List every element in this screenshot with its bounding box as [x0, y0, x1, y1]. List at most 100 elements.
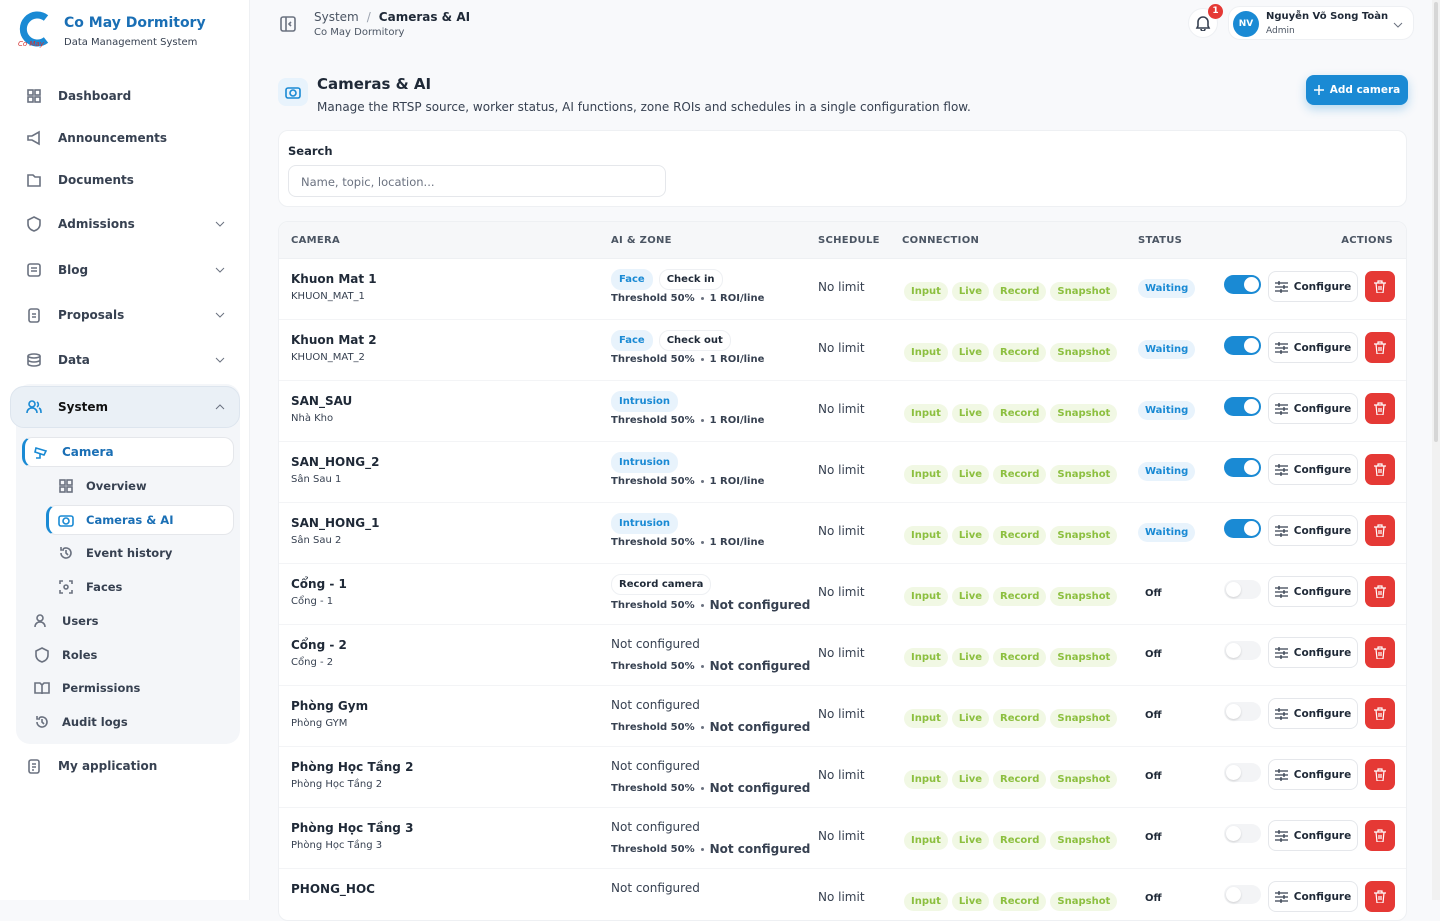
nav-item[interactable]: My application	[26, 756, 157, 776]
toggle[interactable]	[1224, 458, 1261, 477]
separator-dot	[700, 786, 704, 790]
nav-item[interactable]: System	[26, 397, 108, 417]
configure-button[interactable]: Configure	[1268, 454, 1358, 485]
configure-button[interactable]: Configure	[1268, 637, 1358, 668]
delete-button[interactable]	[1365, 576, 1395, 607]
configure-button[interactable]: Configure	[1268, 698, 1358, 729]
breadcrumb-item[interactable]: System	[314, 10, 359, 24]
connection-pill: Snapshot	[1050, 648, 1118, 667]
ai-details: Threshold 50% 1 ROI/line	[611, 415, 764, 426]
configure-button[interactable]: Configure	[1268, 332, 1358, 363]
trash-icon	[1374, 402, 1386, 415]
ai-details: Threshold 50% Not configured	[611, 659, 810, 673]
icon-path	[1374, 829, 1386, 842]
connection: Input Live Record Snapshot	[904, 584, 1121, 606]
nav-item[interactable]: Audit logs	[34, 712, 128, 732]
threshold: Threshold 50%	[611, 843, 695, 855]
toggle[interactable]	[1224, 275, 1261, 294]
configure-button[interactable]: Configure	[1268, 271, 1358, 302]
sidebar-toggle[interactable]	[280, 16, 296, 32]
delete-button[interactable]	[1365, 332, 1395, 363]
nav-item[interactable]: Data	[26, 350, 90, 370]
toggle[interactable]	[1224, 641, 1261, 660]
nav-item[interactable]: Faces	[58, 577, 122, 597]
delete-button[interactable]	[1365, 881, 1395, 912]
delete-button[interactable]	[1365, 820, 1395, 851]
add-camera-button[interactable]: Add camera	[1306, 75, 1408, 105]
toggle[interactable]	[1224, 763, 1261, 782]
toggle-knob	[1226, 704, 1241, 719]
delete-button[interactable]	[1365, 393, 1395, 424]
status: Waiting	[1138, 462, 1196, 481]
schedule: No limit	[818, 463, 865, 477]
system-header[interactable]	[10, 386, 240, 428]
delete-button[interactable]	[1365, 515, 1395, 546]
delete-button[interactable]	[1365, 271, 1395, 302]
camera-code: Phòng Học Tầng 3	[291, 840, 383, 851]
configure-button[interactable]: Configure	[1268, 881, 1358, 912]
camera-code: KHUON_MAT_2	[291, 352, 365, 363]
configure-button[interactable]: Configure	[1268, 759, 1358, 790]
schedule: No limit	[818, 402, 865, 416]
camera-active[interactable]	[22, 437, 234, 467]
configure-button[interactable]: Configure	[1268, 820, 1358, 851]
button-label: Configure	[1293, 463, 1352, 476]
nav-item[interactable]: Cameras & AI	[58, 510, 173, 530]
toggle[interactable]	[1224, 702, 1261, 721]
toggle[interactable]	[1224, 336, 1261, 355]
cameras-active[interactable]	[46, 505, 234, 535]
connection-pill: Record	[993, 892, 1047, 911]
connection-pill: Live	[951, 526, 990, 545]
connection-pill: Snapshot	[1050, 282, 1118, 301]
nav-label: Faces	[86, 580, 123, 594]
connection: Input Live Record Snapshot	[904, 462, 1121, 484]
nav-item[interactable]: Event history	[58, 543, 172, 563]
status: Off	[1145, 649, 1162, 660]
delete-button[interactable]	[1365, 637, 1395, 668]
search-input[interactable]: Name, topic, location...	[288, 165, 666, 197]
nav-item[interactable]: Documents	[26, 170, 134, 190]
nav-item[interactable]: Announcements	[26, 128, 167, 148]
icon-path	[1374, 463, 1386, 476]
sliders-icon	[1274, 768, 1288, 781]
sliders-icon	[1274, 524, 1288, 537]
nav-item[interactable]: Roles	[34, 645, 97, 665]
camera-code: Phòng GYM	[291, 718, 348, 729]
nav-item[interactable]: Proposals	[26, 305, 124, 325]
ai-tag: Record camera	[611, 574, 712, 595]
notification-count: 1	[1208, 4, 1223, 19]
toggle[interactable]	[1224, 824, 1261, 843]
trash-icon	[1374, 341, 1386, 354]
nav-item[interactable]: Overview	[58, 476, 147, 496]
delete-button[interactable]	[1365, 759, 1395, 790]
toggle[interactable]	[1224, 885, 1261, 904]
nav-item[interactable]: Users	[34, 611, 99, 631]
ai-details: Threshold 50% 1 ROI/line	[611, 354, 764, 365]
chevron	[215, 357, 225, 363]
roi: 1 ROI/line	[709, 293, 765, 304]
separator-dot	[700, 419, 704, 422]
toggle[interactable]	[1224, 580, 1261, 599]
camera-name: Khuon Mat 1	[291, 272, 377, 286]
user-menu[interactable]: NV Nguyễn Võ Song Toàn Admin	[1228, 6, 1414, 40]
delete-button[interactable]	[1365, 698, 1395, 729]
nav-item[interactable]: Permissions	[34, 678, 140, 698]
configure-button[interactable]: Configure	[1268, 393, 1358, 424]
configure-button[interactable]: Configure	[1268, 576, 1358, 607]
nav-item[interactable]: Admissions	[26, 214, 135, 234]
toggle[interactable]	[1224, 519, 1261, 538]
nav-item[interactable]: Dashboard	[26, 86, 131, 106]
threshold: Threshold 50%	[611, 293, 695, 304]
icon-path	[1274, 646, 1288, 659]
sliders-icon	[1274, 280, 1288, 293]
sliders-icon	[1274, 341, 1288, 354]
separator-dot	[700, 664, 704, 668]
toggle[interactable]	[1224, 397, 1261, 416]
connection-pill: Record	[993, 282, 1047, 301]
nav-item[interactable]: Camera	[34, 442, 114, 462]
delete-button[interactable]	[1365, 454, 1395, 485]
status: Off	[1145, 710, 1162, 721]
nav-item[interactable]: Blog	[26, 260, 88, 280]
configure-button[interactable]: Configure	[1268, 515, 1358, 546]
ai-details: Threshold 50% Not configured	[611, 781, 810, 795]
